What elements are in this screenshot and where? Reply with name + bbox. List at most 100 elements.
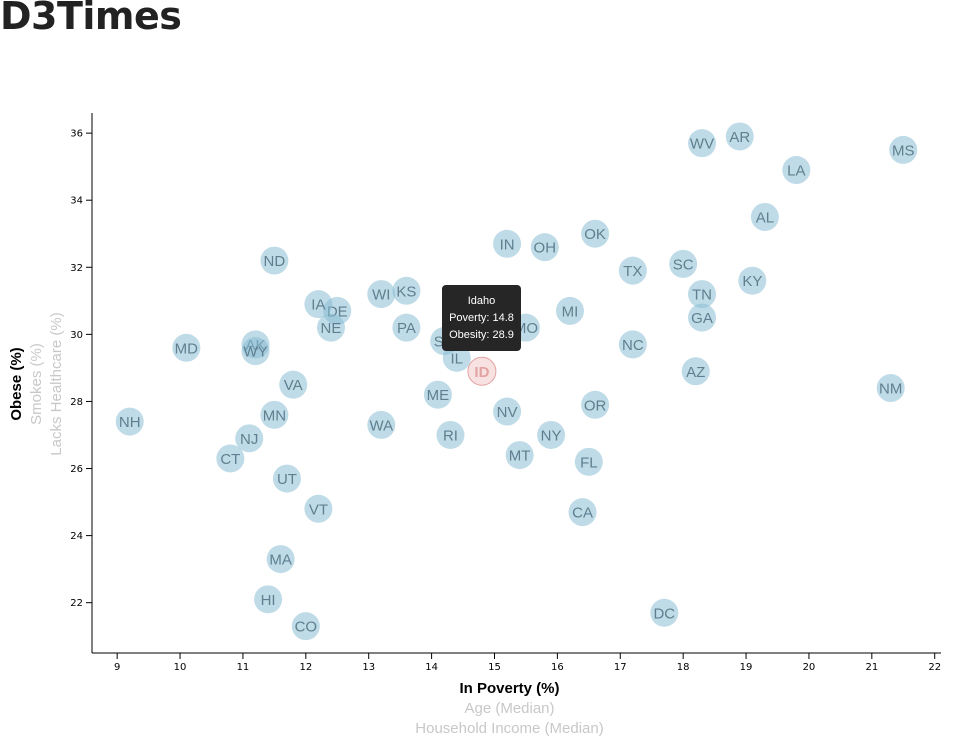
state-point[interactable]: [581, 219, 610, 248]
x-axis-label-option[interactable]: Household Income (Median): [415, 720, 603, 737]
state-point[interactable]: [316, 313, 345, 342]
state-point[interactable]: [254, 585, 283, 614]
state-point[interactable]: [216, 444, 245, 473]
state-label: NY: [541, 427, 562, 444]
state-point[interactable]: [688, 129, 717, 158]
y-tick-label: 30: [70, 330, 83, 341]
x-tick-label: 21: [865, 662, 878, 673]
state-label: NJ: [240, 431, 258, 448]
y-tick-label: 36: [70, 129, 83, 140]
state-point[interactable]: [423, 380, 452, 409]
state-point[interactable]: [304, 290, 333, 319]
x-tick-label: 13: [362, 662, 375, 673]
y-axis-label-option[interactable]: Smokes (%): [28, 343, 45, 425]
state-point[interactable]: [725, 122, 754, 151]
x-tick-label: 17: [614, 662, 627, 673]
state-point[interactable]: [537, 420, 566, 449]
tooltip-state: Idaho: [467, 295, 496, 307]
state-point[interactable]: [669, 249, 698, 278]
state-label: PA: [397, 320, 416, 337]
state-point[interactable]: [260, 400, 289, 429]
state-label: WI: [372, 287, 390, 304]
state-point[interactable]: [367, 280, 396, 309]
state-point[interactable]: [574, 447, 603, 476]
state-label: NE: [321, 320, 342, 337]
state-point[interactable]: [568, 498, 597, 527]
state-label: ND: [264, 253, 286, 270]
state-point[interactable]: [650, 598, 679, 627]
state-point[interactable]: [688, 280, 717, 309]
state-point[interactable]: [738, 266, 767, 295]
state-label: WY: [243, 344, 267, 361]
state-label: DC: [653, 605, 675, 622]
state-point[interactable]: [782, 156, 811, 185]
x-tick-label: 10: [174, 662, 187, 673]
state-label: MI: [562, 303, 579, 320]
state-point[interactable]: [172, 333, 201, 362]
state-point[interactable]: [618, 330, 647, 359]
x-tick-label: 16: [551, 662, 564, 673]
state-label: CT: [220, 451, 240, 468]
state-point[interactable]: [505, 441, 534, 470]
state-point[interactable]: [392, 313, 421, 342]
y-axis-label-option[interactable]: Lacks Healthcare (%): [48, 312, 65, 455]
state-point[interactable]: [876, 374, 905, 403]
state-label: GA: [691, 310, 713, 327]
state-label: MS: [892, 142, 915, 159]
state-point[interactable]: [681, 357, 710, 386]
state-label: FL: [580, 454, 598, 471]
state-point[interactable]: [392, 276, 421, 305]
x-tick-label: 15: [488, 662, 501, 673]
state-label: MT: [509, 448, 531, 465]
state-label: OK: [584, 226, 606, 243]
state-points: ALAKAZARCACOCTDEDCFLGAHIIDILINIAKSKYLAME…: [115, 122, 918, 641]
y-axis-label-option[interactable]: Obese (%): [8, 347, 25, 420]
state-label: WA: [369, 417, 393, 434]
y-tick-label: 26: [70, 464, 83, 475]
state-point[interactable]: [279, 370, 308, 399]
y-tick-label: 22: [70, 598, 83, 609]
state-label: IL: [450, 350, 463, 367]
x-tick-label: 9: [114, 662, 120, 673]
state-point[interactable]: [115, 407, 144, 436]
state-point[interactable]: [260, 246, 289, 275]
state-point[interactable]: [241, 337, 270, 366]
state-point[interactable]: [555, 296, 584, 325]
state-point[interactable]: [304, 494, 333, 523]
state-label: VT: [309, 501, 328, 518]
y-tick-label: 28: [70, 397, 83, 408]
state-label: WV: [690, 136, 714, 153]
state-label: UT: [277, 471, 297, 488]
state-point[interactable]: [493, 397, 522, 426]
state-label: NC: [622, 337, 644, 354]
state-point[interactable]: [889, 135, 918, 164]
state-point[interactable]: [618, 256, 647, 285]
x-tick-label: 18: [677, 662, 690, 673]
state-label: VA: [284, 377, 303, 394]
y-tick-label: 32: [70, 263, 83, 274]
x-tick-label: 14: [425, 662, 438, 673]
state-label: AZ: [686, 364, 705, 381]
state-label: IA: [311, 297, 325, 314]
state-point[interactable]: [493, 229, 522, 258]
state-point[interactable]: [266, 545, 295, 574]
x-axis-label-option[interactable]: In Poverty (%): [459, 680, 559, 697]
state-label: NH: [119, 414, 141, 431]
state-point[interactable]: [235, 424, 264, 453]
state-label: RI: [443, 427, 458, 444]
state-point[interactable]: [750, 202, 779, 231]
state-point[interactable]: [688, 303, 717, 332]
state-point[interactable]: [367, 410, 396, 439]
state-point[interactable]: [581, 390, 610, 419]
x-tick-label: 19: [740, 662, 753, 673]
state-label: IN: [500, 236, 515, 253]
state-label: HI: [261, 592, 276, 609]
x-axis-label-option[interactable]: Age (Median): [464, 700, 554, 717]
state-point[interactable]: [291, 612, 320, 641]
state-label: AL: [756, 209, 774, 226]
state-point[interactable]: [272, 464, 301, 493]
state-point[interactable]: [530, 233, 559, 262]
state-point[interactable]: [436, 420, 465, 449]
state-point[interactable]: [467, 356, 497, 386]
